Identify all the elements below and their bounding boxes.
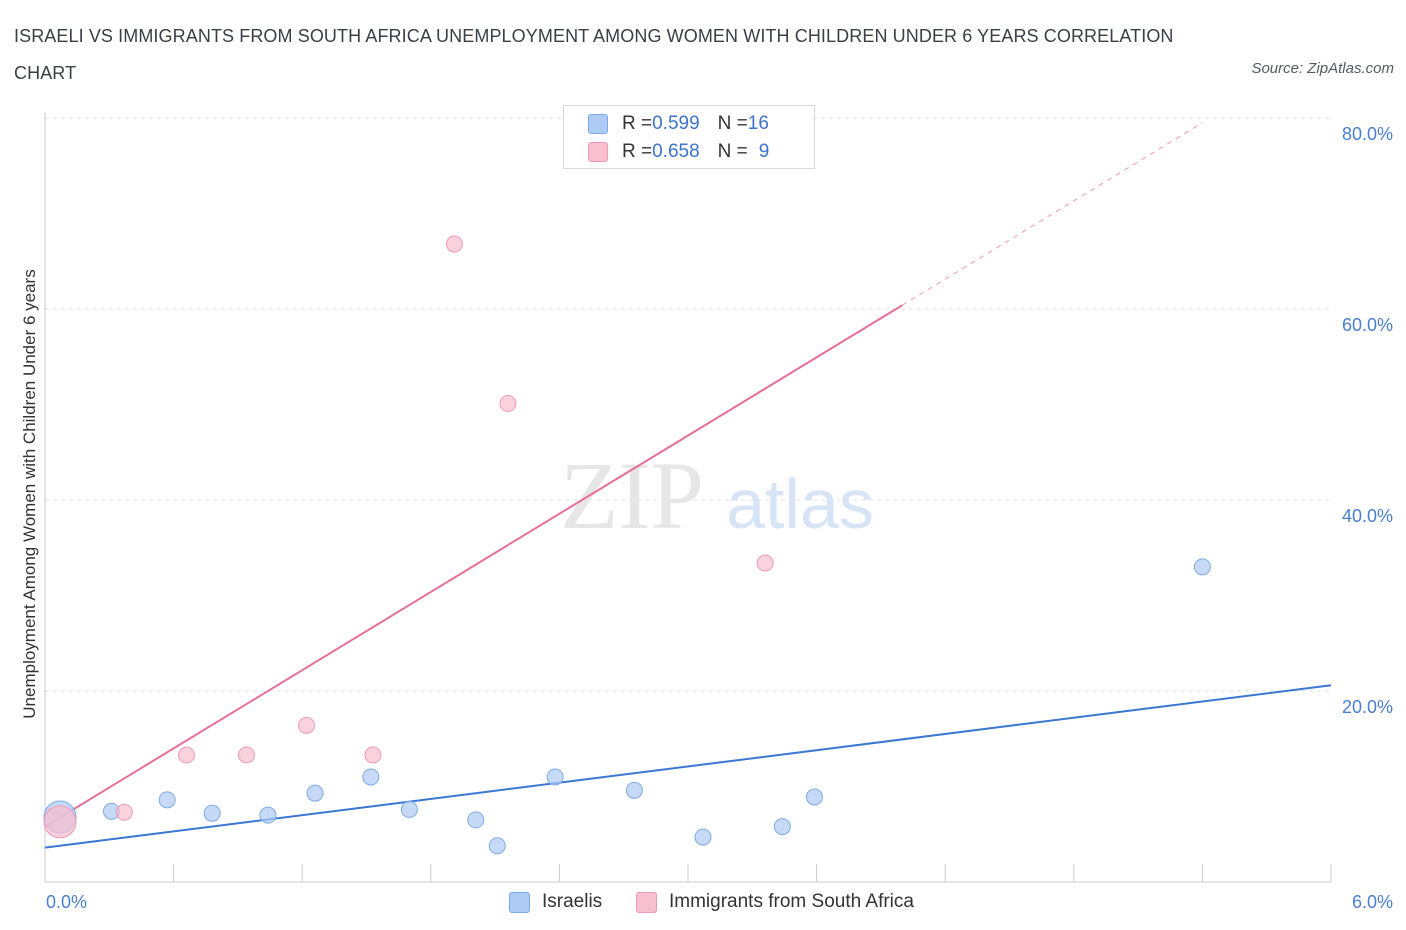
south-africa-swatch <box>588 142 608 162</box>
x-tick-label: 0.0% <box>46 892 87 912</box>
legend-item-south-africa[interactable]: Immigrants from South Africa <box>636 889 914 915</box>
n-value: 16 <box>747 113 769 134</box>
israelis-point <box>362 768 380 786</box>
chart-title: ISRAELI VS IMMIGRANTS FROM SOUTH AFRICA … <box>14 26 1174 83</box>
y-tick-label: 20.0% <box>1342 697 1393 717</box>
israelis-point <box>805 788 823 806</box>
south-africa-point <box>297 716 315 734</box>
stats-legend: R = 0.599 N = 16 R = 0.658 N = 9 <box>563 105 815 169</box>
trend-line-extension <box>902 122 1203 306</box>
grid-lines <box>45 117 1331 692</box>
israelis-point <box>546 768 564 786</box>
israelis-point <box>467 811 485 829</box>
r-value: 0.599 <box>652 113 700 134</box>
trend-line <box>44 304 903 828</box>
israelis-point <box>773 818 791 836</box>
tick-labels: 20.0% 40.0% 60.0% 80.0% 0.0% 6.0% <box>46 124 1393 912</box>
south-africa-point <box>364 746 382 764</box>
r-value: 0.658 <box>652 141 700 162</box>
israelis-swatch <box>588 114 608 134</box>
south-africa-point <box>43 805 77 839</box>
y-tick-label: 80.0% <box>1342 124 1393 144</box>
source-label: Source: ZipAtlas.com <box>1251 60 1394 77</box>
south-africa-point <box>177 746 195 764</box>
israelis-point <box>1193 558 1211 576</box>
data-points <box>43 235 1211 855</box>
israelis-point <box>625 781 643 799</box>
israelis-point <box>259 806 277 824</box>
y-tick-label: 40.0% <box>1342 506 1393 526</box>
south-africa-point <box>115 803 133 821</box>
watermark-zip: ZIP <box>560 442 704 549</box>
israelis-point <box>694 828 712 846</box>
trend-lines <box>44 122 1332 849</box>
watermark: ZIP atlas <box>560 442 874 549</box>
legend-label: Immigrants from South Africa <box>669 891 914 912</box>
israelis-point <box>400 800 418 818</box>
y-tick-label: 60.0% <box>1342 315 1393 335</box>
stats-row-israelis: R = 0.599 N = 16 <box>588 112 769 136</box>
r-label: R = <box>622 113 653 134</box>
israelis-point <box>158 791 176 809</box>
south-africa-legend-swatch <box>636 891 657 913</box>
n-label: N = <box>717 113 748 134</box>
israelis-point <box>306 784 324 802</box>
n-label: N = <box>717 141 748 162</box>
israelis-point <box>488 837 506 855</box>
south-africa-point <box>499 395 517 413</box>
south-africa-point <box>237 746 255 764</box>
legend-item-israelis[interactable]: Israelis <box>509 889 602 915</box>
legend-label: Israelis <box>542 891 603 912</box>
axes <box>44 112 1332 883</box>
south-africa-point <box>756 554 774 572</box>
stats-row-south-africa: R = 0.658 N = 9 <box>588 140 769 164</box>
n-value: 9 <box>758 141 770 162</box>
trend-line <box>44 684 1332 849</box>
r-label: R = <box>622 141 653 162</box>
israelis-legend-swatch <box>509 891 530 913</box>
south-africa-point <box>445 235 463 253</box>
watermark-atlas: atlas <box>726 465 874 543</box>
x-tick-label: 6.0% <box>1352 892 1393 912</box>
israelis-point <box>203 804 221 822</box>
